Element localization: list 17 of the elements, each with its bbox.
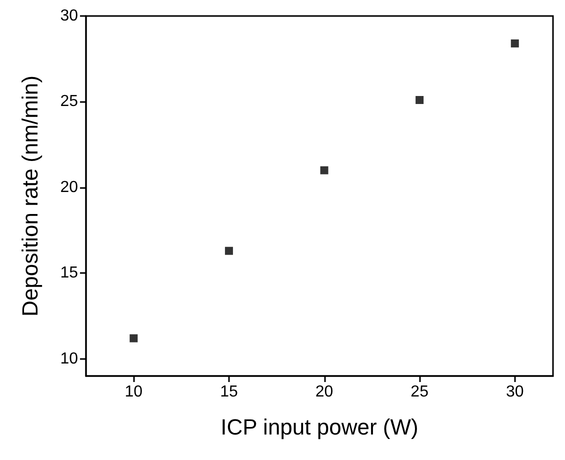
y-tick-label: 20 (60, 178, 78, 196)
point (320, 166, 328, 174)
y-tick-label: 10 (60, 350, 78, 368)
point (224, 246, 233, 255)
y-tick-label: 30 (60, 8, 78, 24)
x-tick-label: 20 (315, 384, 334, 400)
y-tick-label: 25 (60, 93, 78, 110)
point (416, 96, 424, 104)
x-tick-label: 15 (220, 384, 238, 400)
x-axis-title: ICP input power (W) (220, 414, 418, 440)
y-axis-title: Deposition rate (nm/min) (18, 76, 42, 316)
x-tick-label: 30 (506, 384, 524, 400)
x-tick-label: 10 (124, 384, 143, 400)
point (510, 39, 519, 48)
x-tick-label: 25 (410, 384, 429, 400)
point (130, 334, 138, 342)
y-tick-label: 15 (60, 264, 78, 282)
